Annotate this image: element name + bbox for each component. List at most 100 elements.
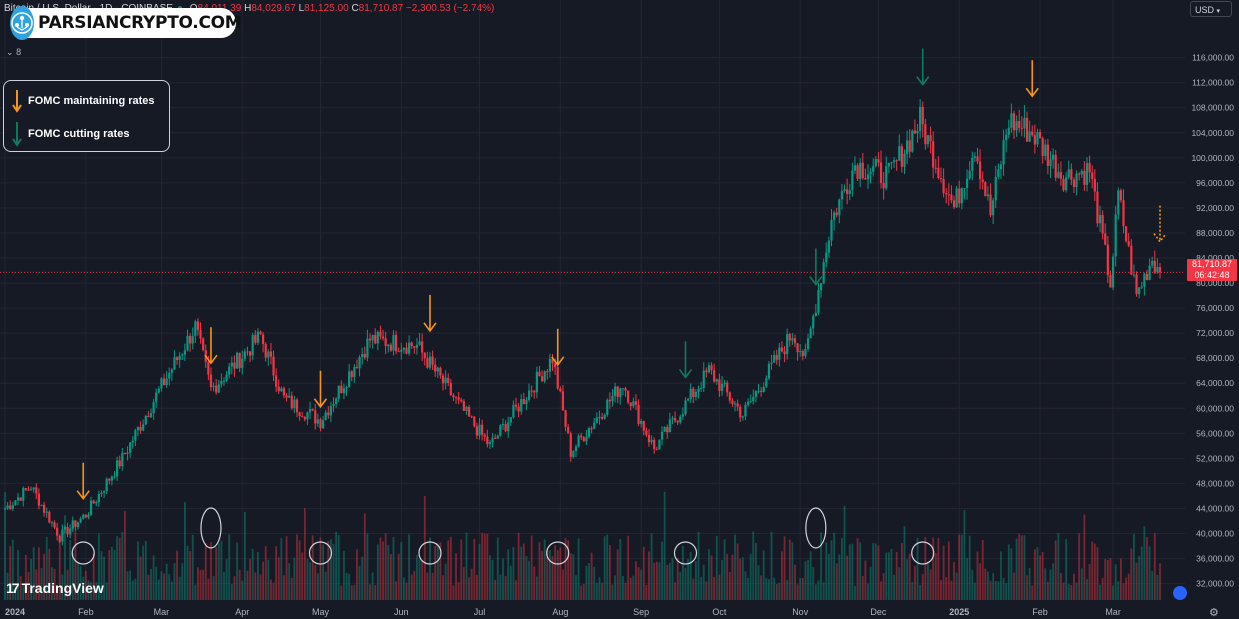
candle-body <box>955 188 958 208</box>
volume-bar <box>679 571 682 600</box>
volume-bar <box>653 562 656 600</box>
volume-bar <box>684 567 687 600</box>
volume-bar <box>987 571 989 600</box>
volume-bar <box>932 537 935 600</box>
candle-body <box>874 159 877 167</box>
indicators-toggle[interactable]: ⌄ 8 <box>6 47 21 58</box>
candle-body <box>248 351 252 356</box>
volume-highlight-circle <box>71 541 95 565</box>
candle-body <box>887 163 890 167</box>
fomc-cut-arrow-icon <box>809 248 823 286</box>
volume-bar <box>744 571 747 600</box>
volume-highlight-circle <box>308 541 333 565</box>
candle-body <box>170 369 173 373</box>
volume-bar <box>152 555 155 600</box>
candle-body <box>640 420 643 424</box>
candle-body <box>379 331 382 337</box>
candle-body <box>843 189 846 192</box>
volume-bar <box>535 576 538 600</box>
candle-body <box>676 420 679 423</box>
volume-bar <box>921 573 924 600</box>
candle-body <box>1132 274 1136 276</box>
volume-bar <box>53 568 56 600</box>
candle-body <box>775 355 778 360</box>
x-tick-label: Aug <box>552 607 568 617</box>
volume-bar <box>1099 584 1101 600</box>
x-tick-label: Feb <box>1032 607 1048 617</box>
candle-body <box>275 375 278 387</box>
candle-body <box>147 415 150 418</box>
candle-body <box>593 422 596 429</box>
candle-body <box>1153 260 1156 273</box>
volume-bar <box>309 562 311 600</box>
candle-body <box>1023 117 1026 129</box>
candle-body <box>759 390 763 392</box>
volume-bar <box>126 571 129 600</box>
volume-bar <box>236 542 238 600</box>
volume-bar <box>1015 538 1018 600</box>
candle-body <box>598 417 601 419</box>
chevron-down-icon: ▾ <box>1216 8 1221 15</box>
volume-bar <box>431 572 434 600</box>
candle-body <box>746 401 750 405</box>
candle-body <box>363 353 366 358</box>
candle-body <box>1038 131 1042 139</box>
volume-bar <box>708 549 710 600</box>
volume-bar <box>155 566 158 600</box>
volume-bar <box>165 563 168 600</box>
fomc-cut-arrow-icon <box>916 48 930 86</box>
gear-icon[interactable]: ⚙ <box>1209 607 1219 619</box>
x-tick-label: Apr <box>235 607 249 617</box>
candle-body <box>126 452 129 454</box>
tradingview-mark-icon: 17 <box>6 580 20 596</box>
volume-bar <box>491 559 494 600</box>
volume-bar <box>598 577 601 600</box>
volume-bar <box>478 543 481 600</box>
candle-body <box>919 106 922 131</box>
candle-body <box>538 371 541 377</box>
volume-bar <box>908 553 911 600</box>
volume-bar <box>843 506 846 600</box>
candle-body <box>303 416 306 420</box>
x-tick-label: Nov <box>792 607 809 617</box>
candle-body <box>56 527 59 536</box>
candle-body <box>118 460 121 467</box>
candle-body <box>660 431 664 440</box>
candle-body <box>548 358 552 372</box>
volume-bar <box>262 561 265 600</box>
high-label: H <box>244 3 252 14</box>
candle-body <box>345 387 348 389</box>
volume-bar <box>968 535 971 600</box>
candle-body <box>507 422 510 432</box>
currency-selector[interactable]: USD ▾ <box>1190 1 1232 17</box>
volume-bar <box>462 567 465 600</box>
candle-body <box>421 341 424 353</box>
volume-bar <box>387 545 390 600</box>
candle-body <box>116 460 119 477</box>
tradingview-logo[interactable]: 17 TradingView <box>6 580 104 596</box>
volume-bar <box>110 546 113 600</box>
candle-body <box>898 146 901 161</box>
tradingview-text: TradingView <box>21 580 104 596</box>
us-flag-icon[interactable] <box>1173 586 1187 600</box>
candle-body <box>264 343 267 358</box>
volume-bar <box>56 585 59 600</box>
volume-bar <box>283 575 285 600</box>
y-tick-label: 44,000.00 <box>1196 503 1234 513</box>
volume-bar <box>280 537 283 600</box>
candle-body <box>35 487 38 494</box>
candle-body <box>585 436 588 442</box>
volume-bar <box>1119 558 1122 600</box>
volume-bar <box>1117 581 1120 600</box>
candle-body <box>136 427 140 431</box>
candle-body <box>337 385 340 399</box>
candle-body <box>316 419 319 424</box>
candle-body <box>707 365 711 373</box>
candle-body <box>348 371 351 388</box>
volume-bar <box>1065 539 1068 600</box>
candle-body <box>554 363 557 368</box>
legend-label-cutting: FOMC cutting rates <box>28 128 130 140</box>
volume-bar <box>937 538 940 600</box>
